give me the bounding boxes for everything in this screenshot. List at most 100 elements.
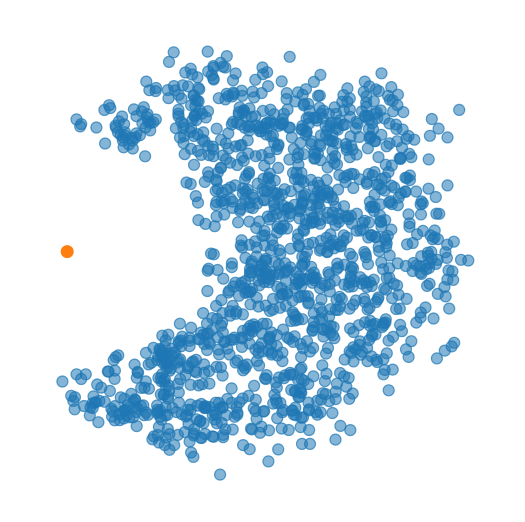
- scatter-point: [250, 250, 263, 263]
- scatter-point: [277, 210, 290, 223]
- scatter-point: [191, 71, 204, 84]
- scatter-point: [422, 182, 435, 195]
- scatter-point: [289, 282, 302, 295]
- scatter-point: [447, 273, 460, 286]
- scatter-point: [265, 233, 278, 246]
- scatter-point: [103, 384, 117, 397]
- scatter-point: [391, 99, 404, 112]
- scatter-point: [431, 253, 444, 266]
- scatter-point: [306, 323, 319, 337]
- scatter-point: [272, 139, 285, 153]
- scatter-point: [280, 92, 293, 106]
- scatter-point: [302, 117, 315, 130]
- scatter-point: [225, 257, 238, 270]
- scatter-point: [388, 181, 401, 194]
- scatter-point: [101, 365, 114, 378]
- scatter-point: [294, 136, 307, 149]
- scatter-point: [258, 224, 271, 238]
- scatter-point: [363, 80, 376, 93]
- scatter-point: [318, 375, 331, 388]
- scatter-point: [305, 138, 318, 151]
- scatter-point: [372, 178, 385, 191]
- scatter-point: [60, 245, 74, 259]
- scatter-point: [239, 193, 252, 206]
- scatter-point: [102, 99, 116, 112]
- scatter-point: [219, 335, 232, 348]
- scatter-point: [173, 317, 186, 330]
- scatter-point: [191, 94, 204, 107]
- scatter-point: [179, 368, 192, 381]
- scatter-point: [302, 403, 315, 416]
- scatter-point: [312, 197, 325, 210]
- scatter-point: [419, 301, 432, 314]
- scatter-point: [295, 411, 308, 424]
- scatter-point: [226, 90, 239, 103]
- scatter-point: [265, 326, 278, 339]
- scatter-point: [231, 408, 244, 421]
- scatter-point: [187, 158, 201, 171]
- scatter-point: [383, 271, 396, 284]
- scatter-point: [383, 249, 396, 262]
- scatter-point: [187, 450, 200, 463]
- scatter-point: [341, 95, 354, 108]
- scatter-point: [172, 88, 185, 102]
- scatter-point: [219, 61, 232, 74]
- scatter-point: [371, 355, 384, 369]
- scatter-point: [364, 130, 378, 143]
- scatter-point: [295, 166, 308, 179]
- scatter-point: [401, 238, 414, 251]
- scatter-point: [303, 437, 317, 450]
- scatter-point: [375, 67, 388, 80]
- scatter-point: [214, 468, 227, 481]
- scatter-point: [296, 259, 309, 273]
- scatter-point: [162, 328, 175, 341]
- scatter-point: [361, 142, 374, 155]
- scatter-point: [429, 190, 442, 204]
- scatter-point: [433, 207, 446, 220]
- scatter-point: [255, 125, 268, 138]
- scatter-point: [363, 319, 376, 332]
- scatter-point: [321, 211, 334, 224]
- scatter-point: [56, 375, 69, 388]
- scatter-point: [210, 122, 223, 135]
- scatter-point: [201, 45, 214, 58]
- scatter-point: [152, 420, 165, 433]
- scatter-point: [181, 409, 194, 422]
- scatter-point: [248, 379, 261, 392]
- scatter-point: [395, 325, 408, 338]
- scatter-point: [355, 105, 369, 118]
- scatter-point: [392, 288, 405, 301]
- scatter-point: [190, 353, 203, 366]
- scatter-point: [380, 140, 393, 153]
- scatter-point: [195, 326, 208, 339]
- scatter-point: [323, 310, 336, 323]
- scatter-point: [283, 153, 296, 166]
- scatter-point: [341, 82, 354, 95]
- scatter-point: [359, 248, 372, 261]
- scatter-point: [156, 368, 169, 381]
- scatter-point: [332, 215, 345, 228]
- scatter-point: [316, 387, 329, 400]
- scatter-point: [125, 387, 138, 400]
- scatter-point: [307, 370, 320, 383]
- scatter-point: [393, 302, 406, 315]
- scatter-point: [365, 228, 378, 241]
- scatter-point: [292, 180, 305, 193]
- scatter-point: [441, 131, 454, 144]
- scatter-point: [332, 303, 345, 317]
- scatter-point: [202, 139, 215, 152]
- scatter-point: [325, 116, 338, 129]
- scatter-point: [133, 129, 146, 142]
- scatter-point: [313, 282, 327, 295]
- scatter-point: [116, 131, 130, 144]
- scatter-point: [338, 118, 351, 131]
- scatter-point: [297, 223, 310, 236]
- scatter-point: [325, 190, 338, 203]
- scatter-point: [184, 125, 197, 138]
- scatter-point: [272, 119, 285, 132]
- scatter-point: [246, 423, 259, 436]
- scatter-point: [317, 104, 330, 117]
- scatter-point: [189, 190, 202, 203]
- scatter-point: [139, 346, 153, 359]
